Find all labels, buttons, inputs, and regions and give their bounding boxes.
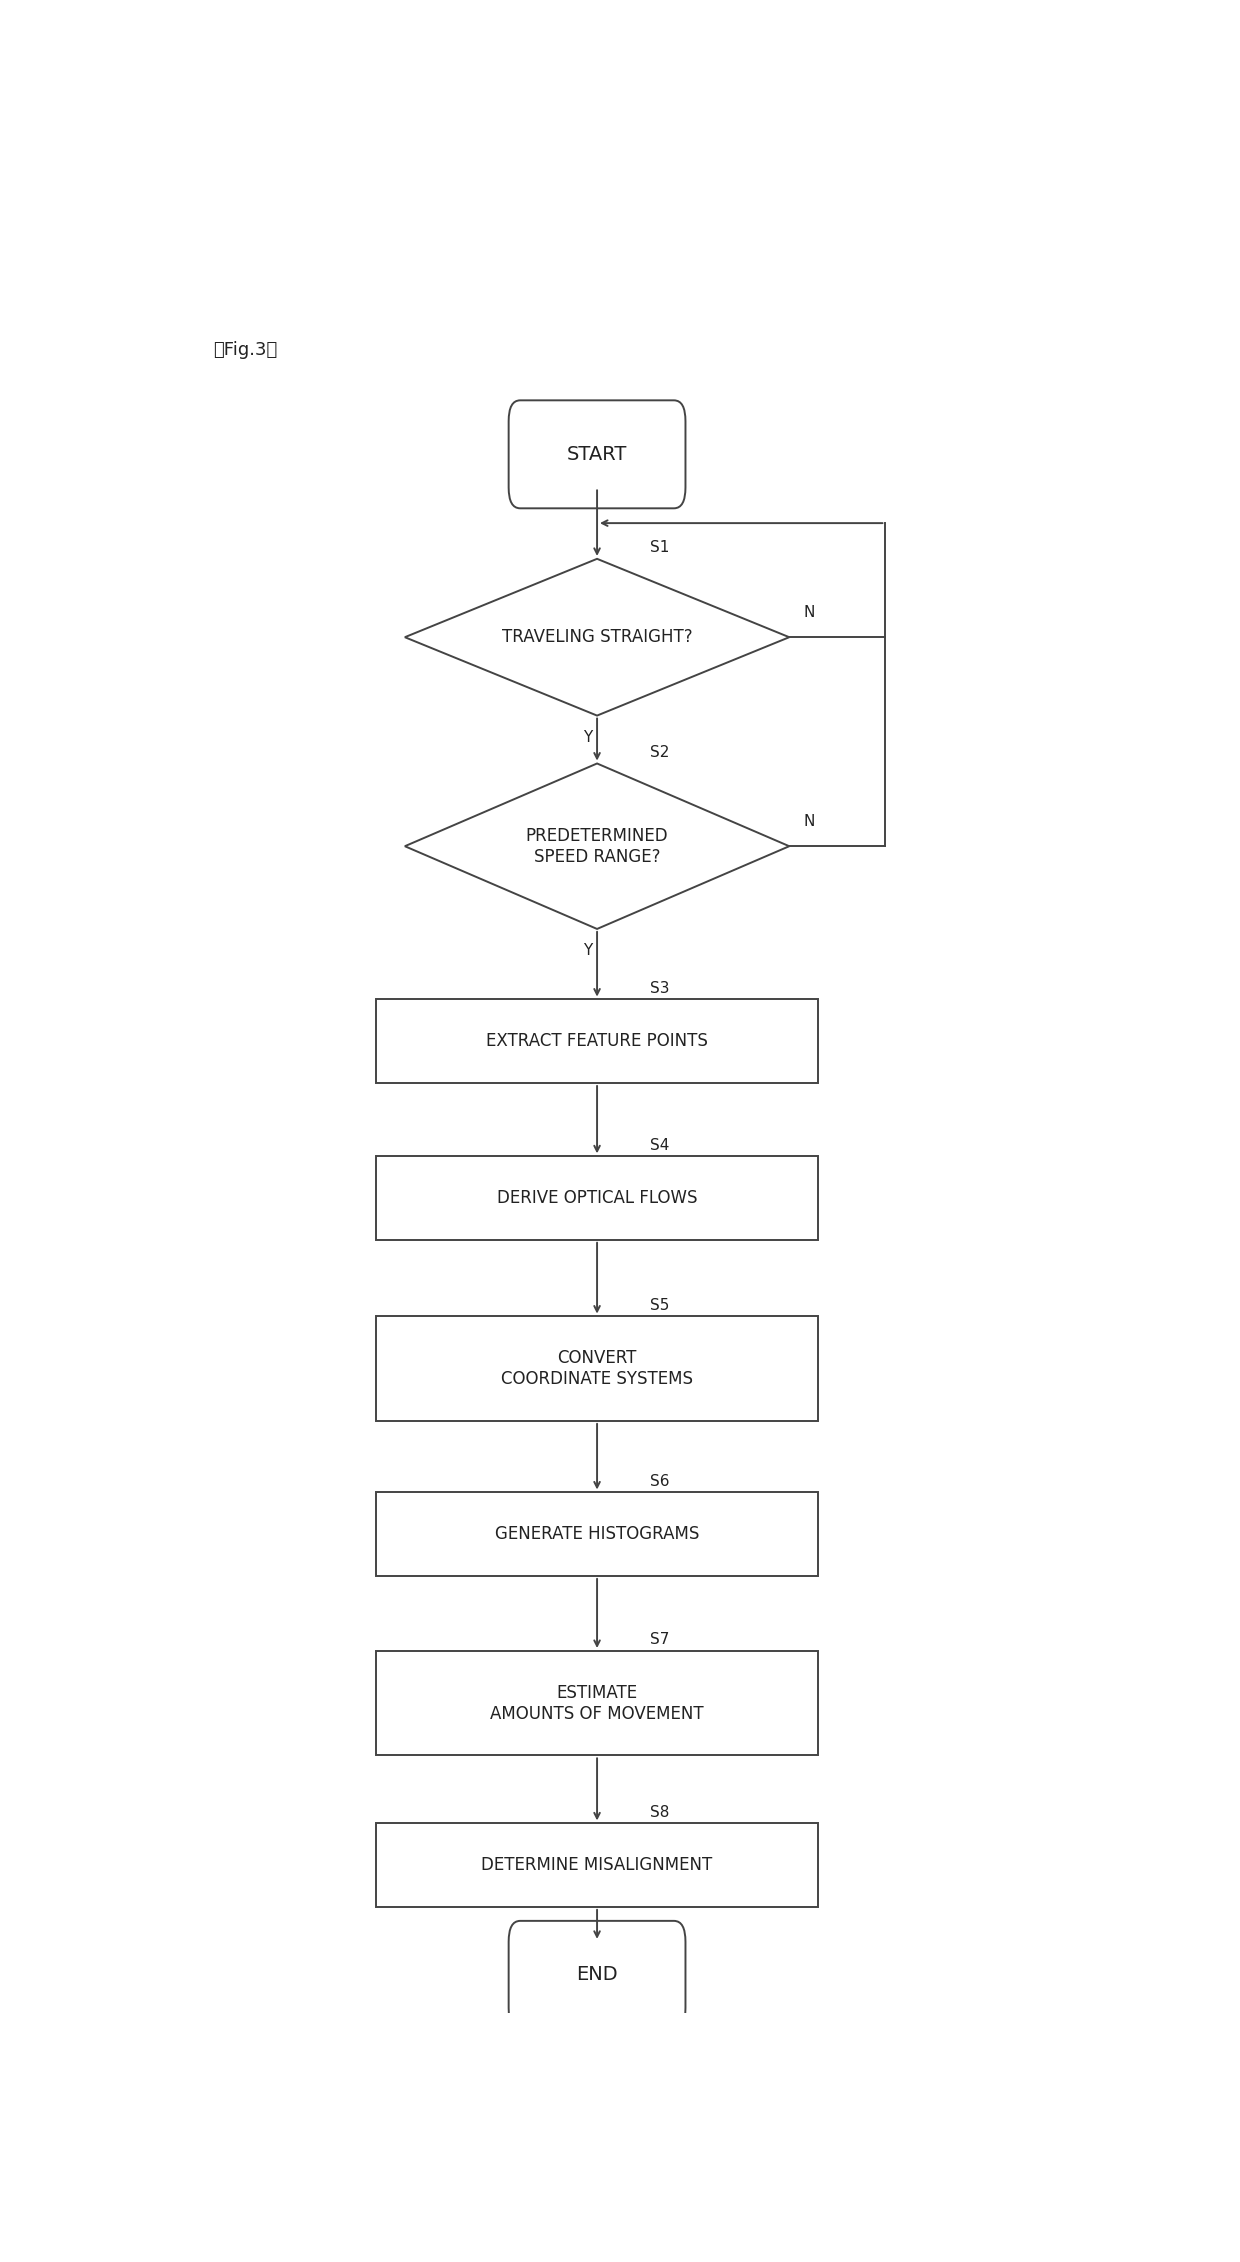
Bar (376, 1316, 818, 1421)
Text: GENERATE HISTOGRAMS: GENERATE HISTOGRAMS (495, 1525, 699, 1543)
Text: DERIVE OPTICAL FLOWS: DERIVE OPTICAL FLOWS (497, 1190, 697, 1208)
Text: N: N (804, 814, 815, 828)
Bar (376, 1651, 818, 1755)
Text: S2: S2 (650, 744, 670, 760)
Text: Y: Y (583, 731, 591, 744)
Text: CONVERT
COORDINATE SYSTEMS: CONVERT COORDINATE SYSTEMS (501, 1350, 693, 1389)
Text: DETERMINE MISALIGNMENT: DETERMINE MISALIGNMENT (481, 1857, 713, 1875)
Text: S6: S6 (650, 1475, 670, 1488)
Text: N: N (804, 604, 815, 620)
Polygon shape (404, 765, 789, 930)
Text: S5: S5 (650, 1298, 670, 1312)
Text: S4: S4 (650, 1138, 670, 1154)
Text: ESTIMATE
AMOUNTS OF MOVEMENT: ESTIMATE AMOUNTS OF MOVEMENT (490, 1683, 704, 1724)
Text: Y: Y (583, 943, 591, 957)
Bar (376, 1493, 818, 1577)
FancyBboxPatch shape (508, 400, 686, 509)
Text: EXTRACT FEATURE POINTS: EXTRACT FEATURE POINTS (486, 1031, 708, 1050)
Bar (376, 1823, 818, 1907)
Bar (376, 1000, 818, 1083)
Text: START: START (567, 446, 627, 464)
Text: S7: S7 (650, 1633, 670, 1647)
Text: END: END (577, 1966, 618, 1984)
Text: S8: S8 (650, 1805, 670, 1821)
Text: 【Fig.3】: 【Fig.3】 (213, 342, 277, 360)
Text: PREDETERMINED
SPEED RANGE?: PREDETERMINED SPEED RANGE? (526, 828, 668, 866)
FancyBboxPatch shape (508, 1920, 686, 2029)
Polygon shape (404, 559, 789, 715)
Text: S1: S1 (650, 541, 670, 556)
Text: S3: S3 (650, 982, 670, 995)
Bar (376, 1156, 818, 1240)
Text: TRAVELING STRAIGHT?: TRAVELING STRAIGHT? (502, 629, 692, 647)
